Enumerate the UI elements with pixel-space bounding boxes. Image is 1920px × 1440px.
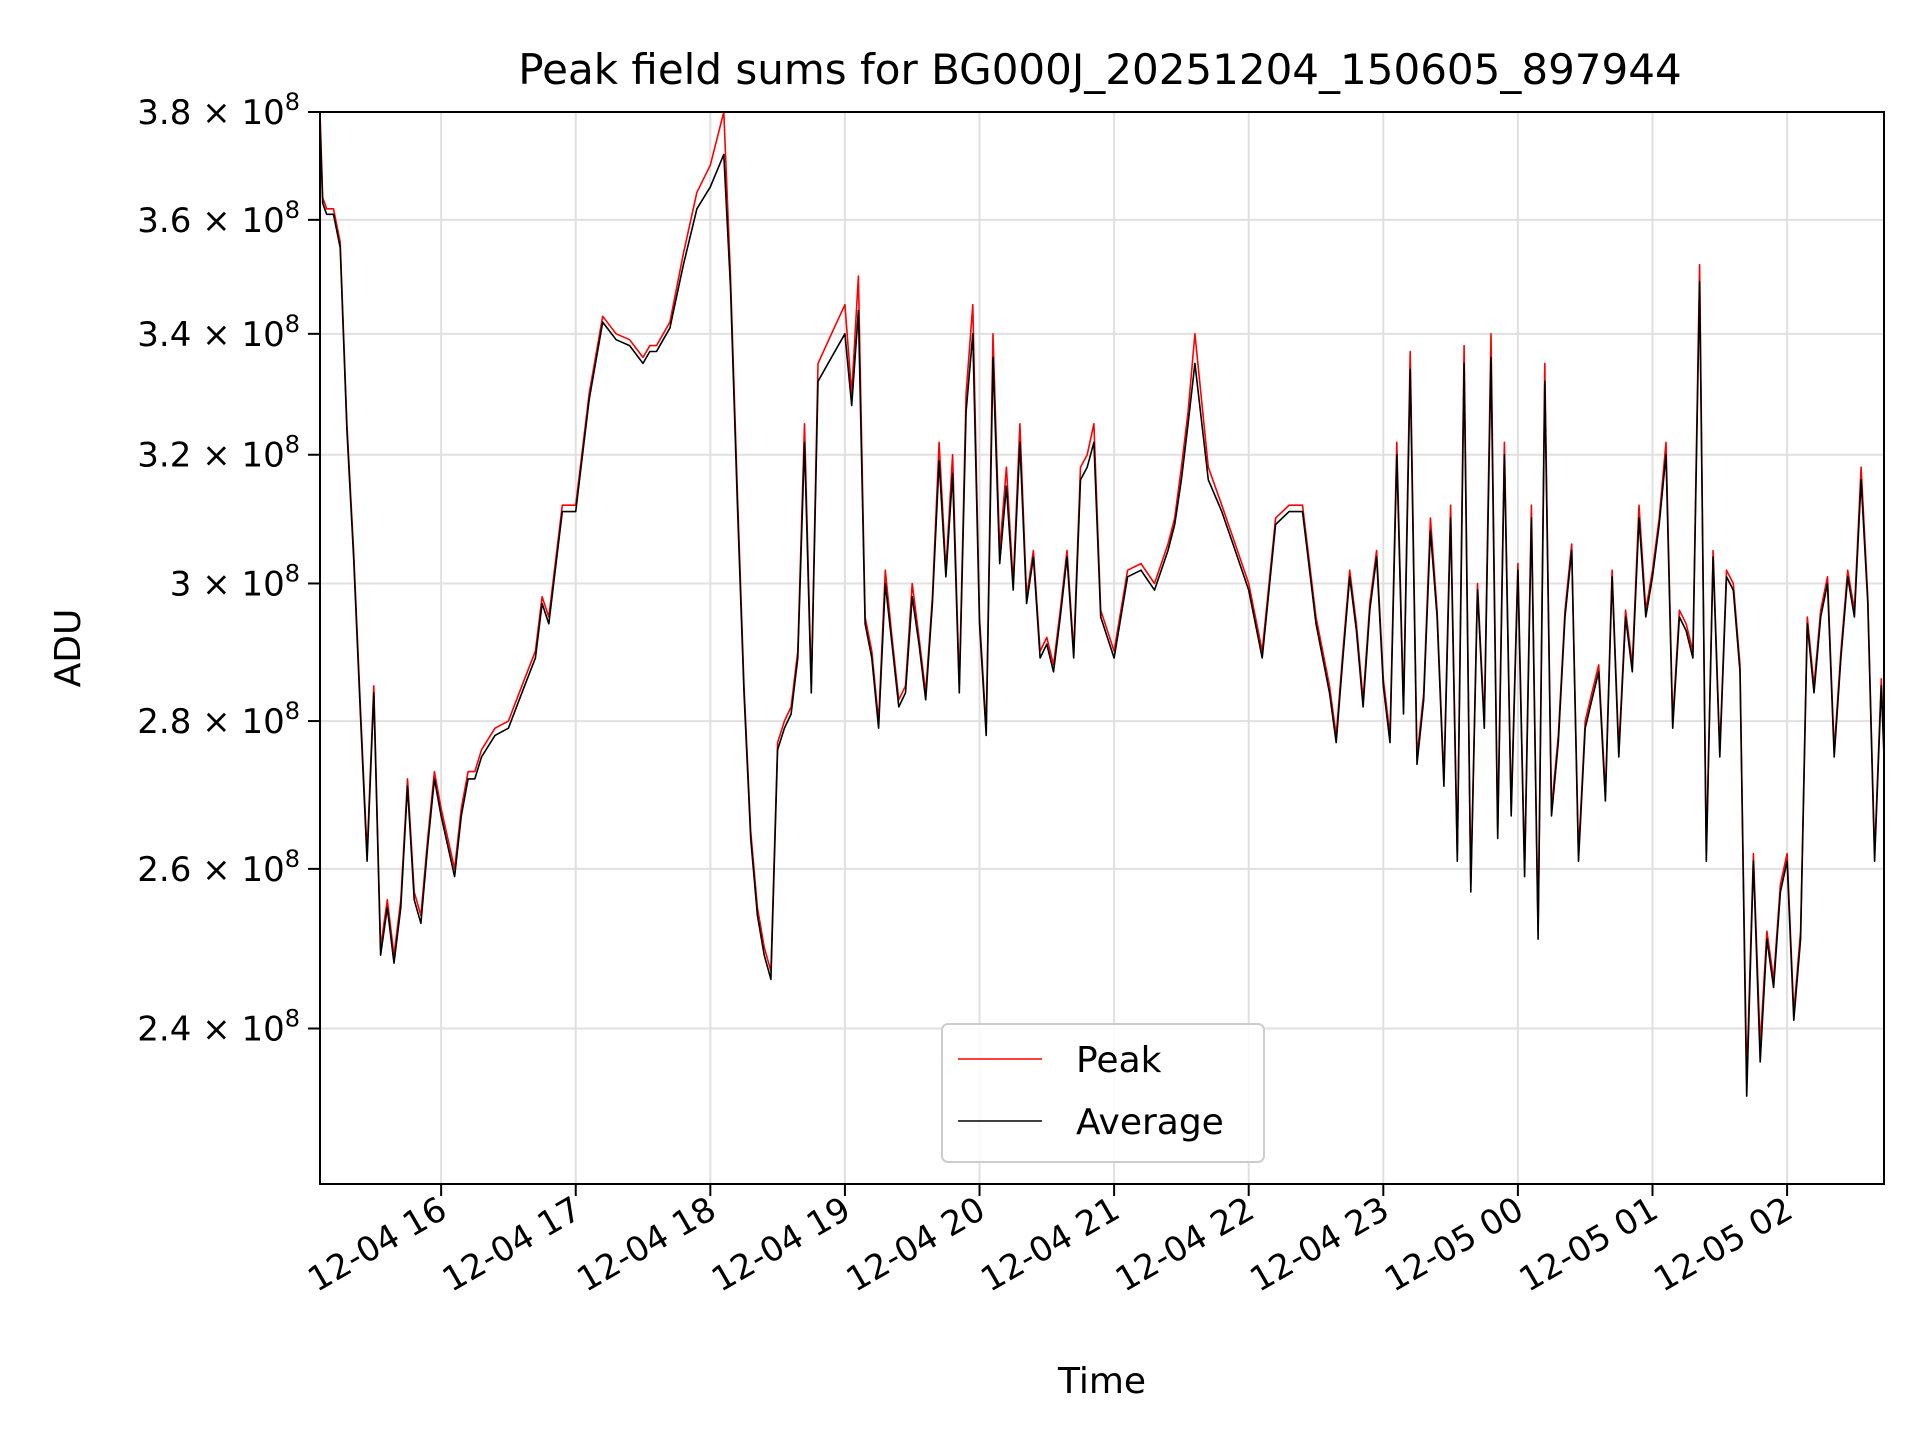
y-tick-label: 3.8 × 108 — [137, 88, 300, 133]
y-axis-label: ADU — [48, 609, 89, 688]
y-tick-label: 3.6 × 108 — [137, 196, 300, 241]
y-tick-label: 3 × 108 — [170, 559, 300, 604]
legend-label-average: Average — [1076, 1102, 1224, 1143]
series-line-average — [319, 122, 1885, 1097]
y-tick-label: 3.4 × 108 — [137, 310, 300, 355]
y-axis-ticks: 2.4 × 108 2.6 × 108 2.8 × 108 3 × 108 3.2 × … — [137, 88, 320, 1050]
y-tick-label: 2.8 × 108 — [137, 697, 300, 742]
y-tick-label: 2.4 × 108 — [137, 1005, 300, 1050]
y-tick-label: 3.2 × 108 — [137, 431, 300, 476]
chart-title: Peak field sums for BG000J_20251204_1506… — [518, 45, 1681, 94]
y-tick-label: 2.6 × 108 — [137, 845, 300, 890]
series-line-peak — [319, 111, 1885, 1080]
legend: Peak Average — [941, 1023, 1265, 1163]
plot-area-frame — [319, 111, 1885, 1185]
series-layer — [319, 111, 1885, 1097]
x-axis-label: Time — [1057, 1361, 1146, 1402]
legend-label-peak: Peak — [1076, 1040, 1162, 1081]
